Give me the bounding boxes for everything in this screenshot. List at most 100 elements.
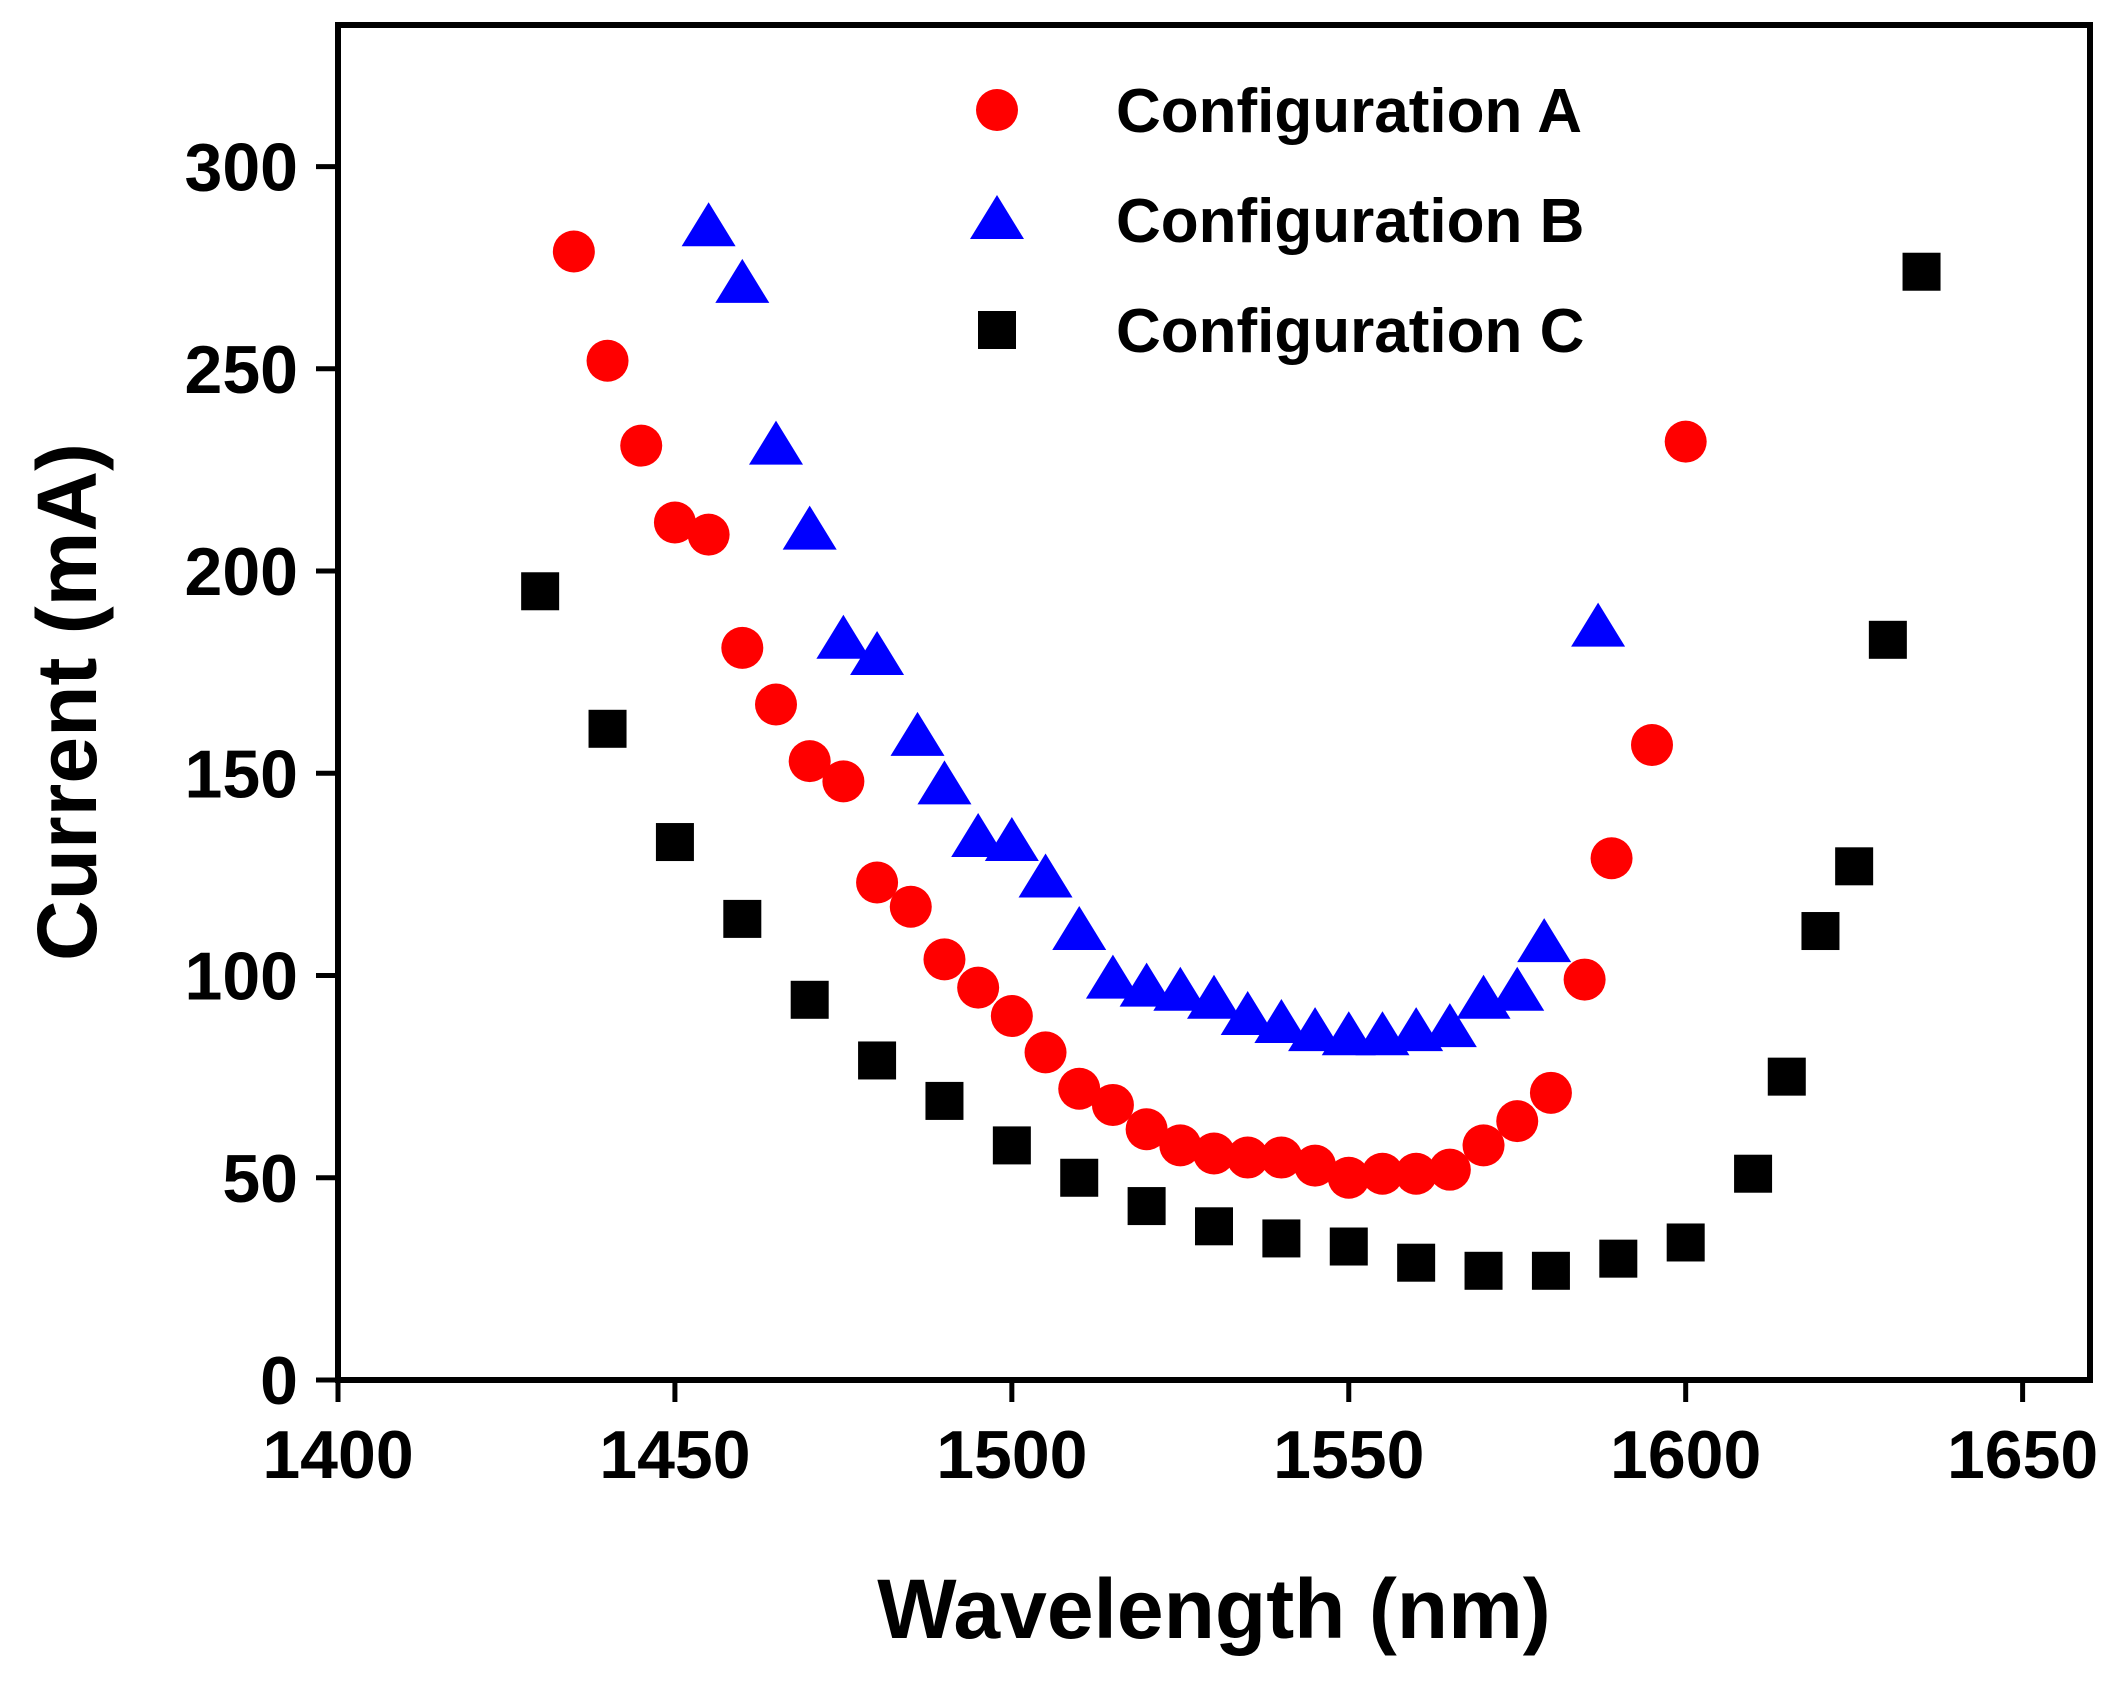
data-point [1220,990,1275,1035]
data-point [1060,1158,1099,1197]
data-point [1422,1003,1477,1048]
y-tick-label: 0 [260,1343,298,1419]
data-point [1428,1148,1471,1191]
data-point [1125,1108,1168,1151]
data-point [1294,1144,1337,1187]
y-tick-label: 250 [185,332,298,408]
data-point [1599,1239,1638,1278]
data-point [521,572,560,611]
data-point [1193,1132,1235,1175]
data-point [552,230,595,273]
data-point [1868,620,1907,659]
data-point [1631,723,1673,766]
data-point [788,740,831,783]
data-point [856,861,899,904]
data-point [1666,1223,1705,1262]
data-point [1767,1057,1806,1096]
data-point [687,513,730,556]
y-tick-label: 100 [185,939,298,1015]
data-point [984,817,1039,862]
data-point [588,709,627,748]
data-point [1153,966,1208,1011]
data-point [1195,1207,1233,1246]
data-point [890,711,945,756]
data-point [1395,1152,1438,1195]
data-point [1260,1136,1303,1179]
data-point [858,1041,897,1080]
x-tick-label: 1450 [599,1417,750,1493]
data-point [749,420,803,465]
y-tick-label: 150 [185,736,298,812]
data-point [1058,1067,1101,1110]
data-point [1734,1154,1773,1193]
data-point [1571,602,1626,647]
data-point [1329,1227,1368,1266]
data-point [790,980,829,1019]
data-point [1801,912,1840,951]
data-point [1327,1156,1370,1199]
data-point [1288,1007,1343,1052]
y-tick-label: 200 [185,534,298,610]
data-point [1835,847,1874,886]
x-tick-label: 1550 [1273,1417,1424,1493]
data-point [1397,1243,1436,1282]
data-point [1052,906,1107,951]
x-tick-label: 1500 [936,1417,1087,1493]
series-triangle [681,202,1626,1056]
data-point [655,823,694,862]
data-point [723,899,762,938]
x-tick-label: 1600 [1610,1417,1761,1493]
data-point [721,626,764,669]
data-point [1119,962,1174,1007]
data-point [923,938,966,981]
data-point [1590,837,1633,880]
data-point [653,501,696,544]
data-point [1254,999,1309,1044]
data-point [992,1126,1031,1165]
y-tick-label: 300 [185,130,298,206]
data-point [1024,1031,1067,1074]
data-point [1462,1124,1505,1167]
data-point [1529,1071,1572,1114]
data-point [1262,1219,1301,1258]
data-point [681,202,736,247]
data-point [822,760,865,803]
data-point [1531,1251,1570,1290]
legend-marker-square [978,311,1016,349]
data-point [1361,1152,1404,1195]
axis-ticks: 1400 1450 1500 1550 1600 1650 0 50 100 150 200 250 3… [185,130,2099,1493]
data-point [889,885,932,928]
data-point [1517,918,1572,963]
data-point [782,505,837,550]
data-point [990,994,1033,1037]
data-point [1226,1136,1269,1179]
data-point [925,1081,964,1120]
x-axis-title: Wavelength (nm) [877,1562,1551,1656]
data-point [1127,1187,1166,1226]
data-point [951,813,1006,857]
data-point [1902,252,1941,291]
data-point [586,339,629,382]
data-point [850,630,905,675]
data-point [1187,974,1241,1019]
legend-label: Configuration A [1116,77,1582,146]
data-point [1496,1100,1539,1143]
legend-label: Configuration B [1116,187,1584,256]
data-point [755,683,797,726]
data-point [1085,954,1140,999]
data-point [816,614,871,659]
legend-label: Configuration C [1116,297,1584,366]
data-point [1159,1124,1202,1167]
data-point [917,760,972,805]
legend-marker-circle [976,89,1018,131]
x-tick-label: 1400 [262,1417,413,1493]
data-point [715,258,770,303]
data-point [1091,1083,1134,1126]
plot-frame [335,22,2093,1383]
y-tick-label: 50 [222,1141,298,1217]
data-point [1664,420,1707,463]
data-point [957,966,1000,1009]
series-circle [552,230,1707,1199]
data-point [1563,958,1606,1001]
